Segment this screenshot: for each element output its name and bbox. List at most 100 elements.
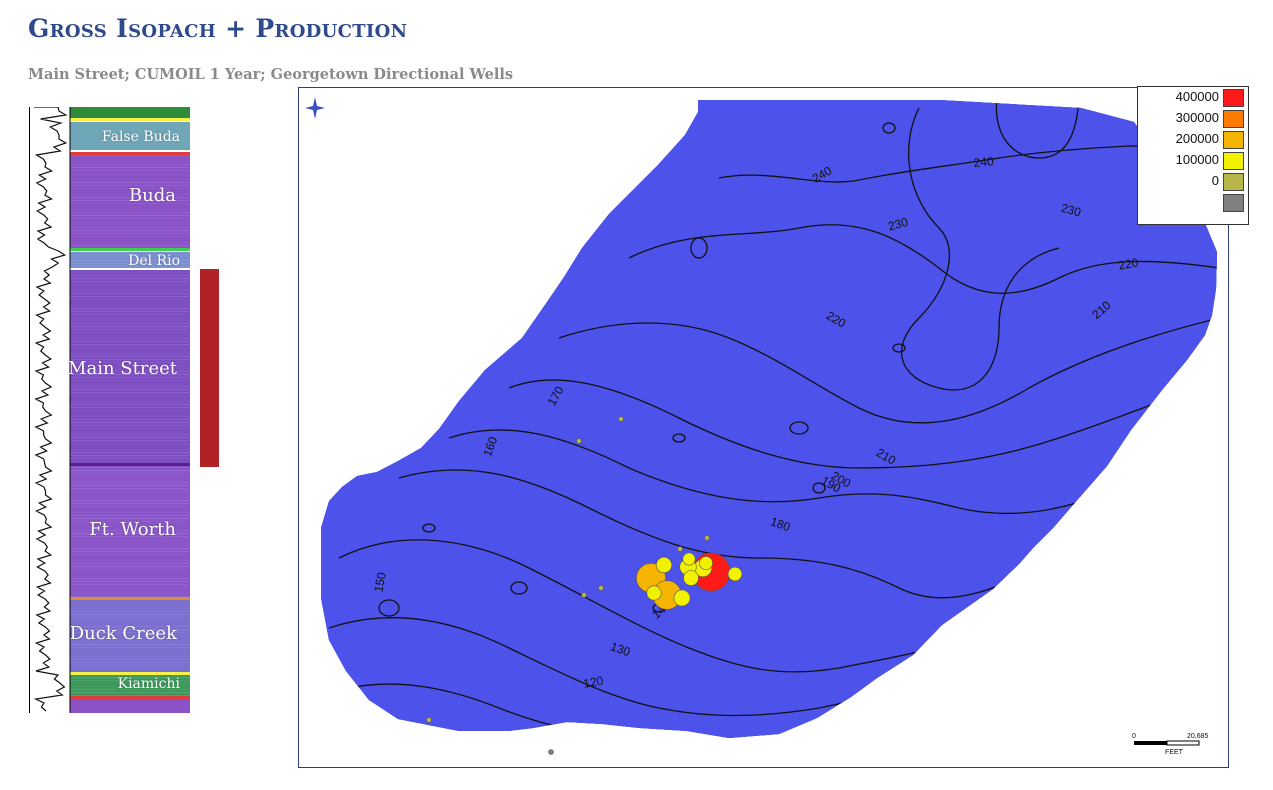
log-texture [70,479,190,480]
formation-top-pick [30,248,190,251]
legend-label: 0 [1211,173,1219,188]
well-marker[interactable] [677,546,683,552]
log-texture [70,371,190,372]
well-marker[interactable] [699,556,713,570]
log-texture [70,353,190,354]
log-texture [70,641,190,642]
log-texture [70,533,190,534]
contour-label: 130 [609,639,633,659]
log-texture [70,188,190,189]
legend-swatch [1223,110,1244,128]
legend-swatch [1223,89,1244,107]
log-texture [70,659,190,660]
contour-label: 160 [480,435,500,459]
legend-swatch [1223,173,1244,191]
log-texture [70,545,190,546]
log-texture [70,251,190,252]
gamma-track [30,107,70,713]
legend-swatch [1223,131,1244,149]
log-texture [70,440,190,441]
log-texture [70,161,190,162]
well-marker[interactable] [548,749,554,755]
type-log-track [30,107,190,713]
log-texture [70,257,190,258]
log-texture [70,236,190,237]
log-texture [70,443,190,444]
contour-closure [892,343,906,353]
log-texture [70,284,190,285]
formation-top-pick [30,696,190,699]
log-texture [70,497,190,498]
log-texture [70,242,190,243]
log-texture [70,590,190,591]
log-texture [70,551,190,552]
log-texture [70,614,190,615]
formation-label-false-buda: False Buda [101,129,180,145]
legend-item-200000: 200000 [1138,129,1250,150]
log-texture [70,506,190,507]
log-texture [70,449,190,450]
log-texture [70,377,190,378]
log-texture [70,311,190,312]
contour-line [558,317,1217,424]
log-texture [70,410,190,411]
log-texture [70,431,190,432]
log-texture [70,407,190,408]
log-texture [70,515,190,516]
log-zone [70,270,190,464]
log-texture [70,167,190,168]
log-texture [70,584,190,585]
well-marker[interactable] [682,552,696,566]
map-canvas[interactable]: 2402402302302202202102102001901801701601… [299,88,1228,767]
log-texture [70,548,190,549]
log-texture [70,434,190,435]
log-texture [70,455,190,456]
well-marker[interactable] [426,717,432,723]
svg-text:FEET: FEET [1165,749,1184,756]
svg-text:20,685: 20,685 [1187,733,1209,740]
log-texture [70,476,190,477]
well-marker[interactable] [673,589,691,607]
log-texture [70,341,190,342]
log-texture [70,695,190,696]
log-texture [70,422,190,423]
well-marker[interactable] [581,592,587,598]
log-texture [70,491,190,492]
contour-label: 180 [769,514,793,534]
well-marker[interactable] [655,556,673,574]
contour-label: 230 [886,215,909,234]
well-marker[interactable] [618,416,624,422]
formation-label-ft-worth: Ft. Worth [89,519,176,540]
contour-closure [812,482,826,494]
page-title: Gross Isopach + Production [28,14,408,43]
legend-label: 200000 [1175,131,1219,146]
log-texture [70,626,190,627]
log-texture [70,275,190,276]
log-texture [70,581,190,582]
well-marker[interactable] [598,585,604,591]
formation-label-duck-creek: Duck Creek [69,623,177,644]
contour-label: 150 [371,571,388,593]
log-texture [70,272,190,273]
well-marker[interactable] [704,535,710,541]
log-texture [70,395,190,396]
log-texture [70,197,190,198]
log-texture [70,512,190,513]
log-texture [70,602,190,603]
log-texture [70,329,190,330]
log-texture [70,611,190,612]
log-texture [70,482,190,483]
legend-item-400000: 400000 [1138,87,1250,108]
well-marker[interactable] [727,566,743,582]
log-texture [70,386,190,387]
well-marker[interactable] [683,570,699,586]
isopach-map[interactable]: 240 240 230 230 220 220 210 210 200 190 180 170 160 1… [298,87,1229,768]
well-marker[interactable] [646,585,662,601]
log-texture [70,299,190,300]
log-texture [70,518,190,519]
log-texture [70,281,190,282]
log-texture [70,356,190,357]
log-texture [70,212,190,213]
well-marker[interactable] [576,438,582,444]
contour-closure [672,433,686,443]
